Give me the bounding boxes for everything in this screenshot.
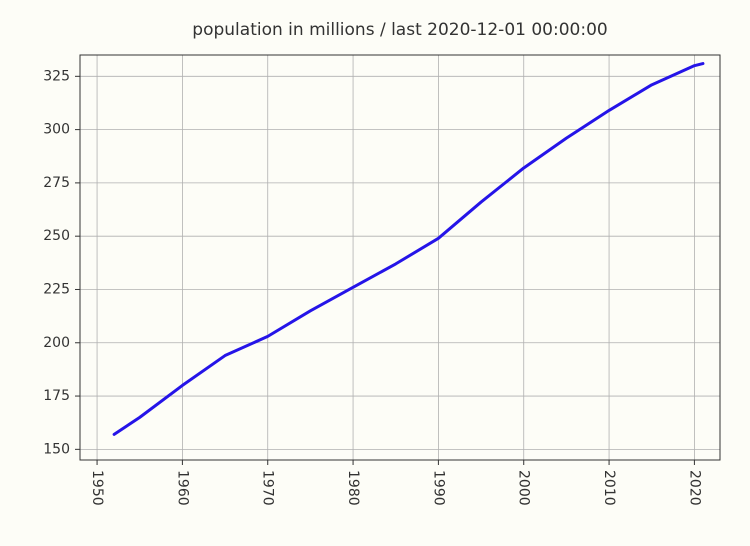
y-tick-label: 250 [43, 228, 70, 244]
x-tick-label: 2020 [686, 470, 702, 506]
x-tick-label: 2000 [516, 470, 532, 506]
chart-svg: 1950 1960 1970 1980 1990 2000 2010 2020 150 175 20… [0, 0, 750, 546]
y-tick-label: 200 [43, 335, 70, 351]
x-tick-label: 1980 [345, 470, 361, 506]
y-tick-label: 275 [43, 175, 70, 191]
y-tick-label: 225 [43, 281, 70, 297]
y-tick-label: 175 [43, 388, 70, 404]
x-tick-label: 1990 [430, 470, 446, 506]
x-tick-label: 1950 [89, 470, 105, 506]
line-chart: 1950 1960 1970 1980 1990 2000 2010 2020 150 175 20… [0, 0, 750, 546]
chart-title: population in millions / last 2020-12-01… [192, 20, 607, 40]
x-tick-label: 2010 [601, 470, 617, 506]
y-tick-label: 150 [43, 441, 70, 457]
x-tick-label: 1970 [260, 470, 276, 506]
y-tick-label: 300 [43, 122, 70, 138]
x-tick-label: 1960 [174, 470, 190, 506]
y-tick-label: 325 [43, 68, 70, 84]
